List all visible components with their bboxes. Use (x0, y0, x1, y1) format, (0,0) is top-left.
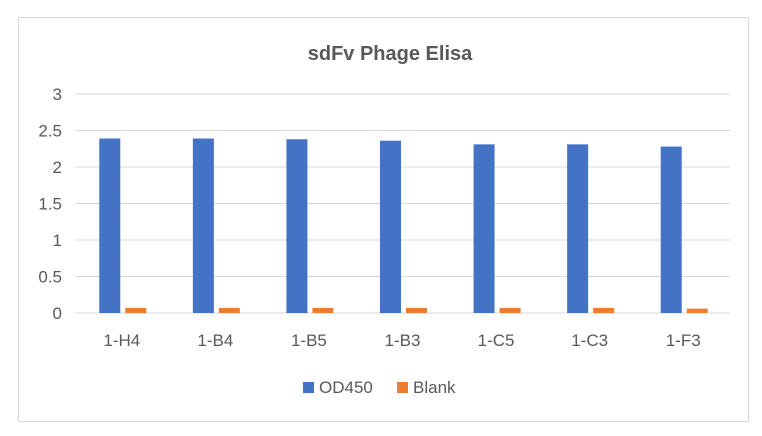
legend-swatch-blank (397, 382, 408, 393)
bar-blank-1-c3 (593, 307, 615, 313)
x-tick-label: 1-B4 (197, 331, 233, 350)
x-tick-label: 1-C5 (478, 331, 515, 350)
bar-blank-1-b3 (406, 307, 427, 313)
bar-blank-1-f3 (686, 308, 708, 313)
x-tick-label: 1-H4 (103, 331, 140, 350)
bar-od450-1-h4 (99, 138, 121, 313)
y-tick-label: 2.5 (38, 122, 62, 141)
y-tick-label: 1.5 (38, 195, 62, 214)
bar-blank-1-c5 (499, 307, 521, 313)
bar-blank-1-b5 (312, 307, 334, 313)
y-tick-label: 1 (53, 231, 62, 250)
bar-od450-1-b3 (380, 140, 401, 313)
y-tick-label: 0.5 (38, 268, 62, 287)
x-tick-label: 1-C3 (571, 331, 608, 350)
x-tick-label: 1-B3 (385, 331, 421, 350)
bar-blank-1-b4 (218, 307, 240, 313)
bar-od450-1-c3 (567, 144, 589, 313)
y-tick-label: 0 (53, 304, 62, 323)
y-axis-ticks: 0 0.5 1 1.5 2 2.5 3 (38, 85, 62, 323)
x-tick-label: 1-B5 (291, 331, 327, 350)
bars (99, 138, 708, 313)
x-tick-label: 1-F3 (666, 331, 701, 350)
y-tick-label: 3 (53, 85, 62, 104)
legend: OD450 Blank (303, 378, 456, 397)
bar-od450-1-f3 (660, 146, 682, 313)
legend-swatch-od450 (303, 382, 314, 393)
x-axis-ticks: 1-H4 1-B4 1-B5 1-B3 1-C5 1-C3 1-F3 (103, 331, 700, 350)
y-tick-label: 2 (53, 158, 62, 177)
legend-label-od450: OD450 (319, 378, 373, 397)
bar-od450-1-c5 (473, 144, 495, 313)
chart-title: sdFv Phage Elisa (308, 43, 473, 65)
bar-blank-1-h4 (125, 307, 147, 313)
legend-label-blank: Blank (413, 378, 456, 397)
bar-od450-1-b5 (286, 139, 308, 313)
gridlines (75, 93, 730, 314)
bar-od450-1-b4 (192, 138, 214, 313)
